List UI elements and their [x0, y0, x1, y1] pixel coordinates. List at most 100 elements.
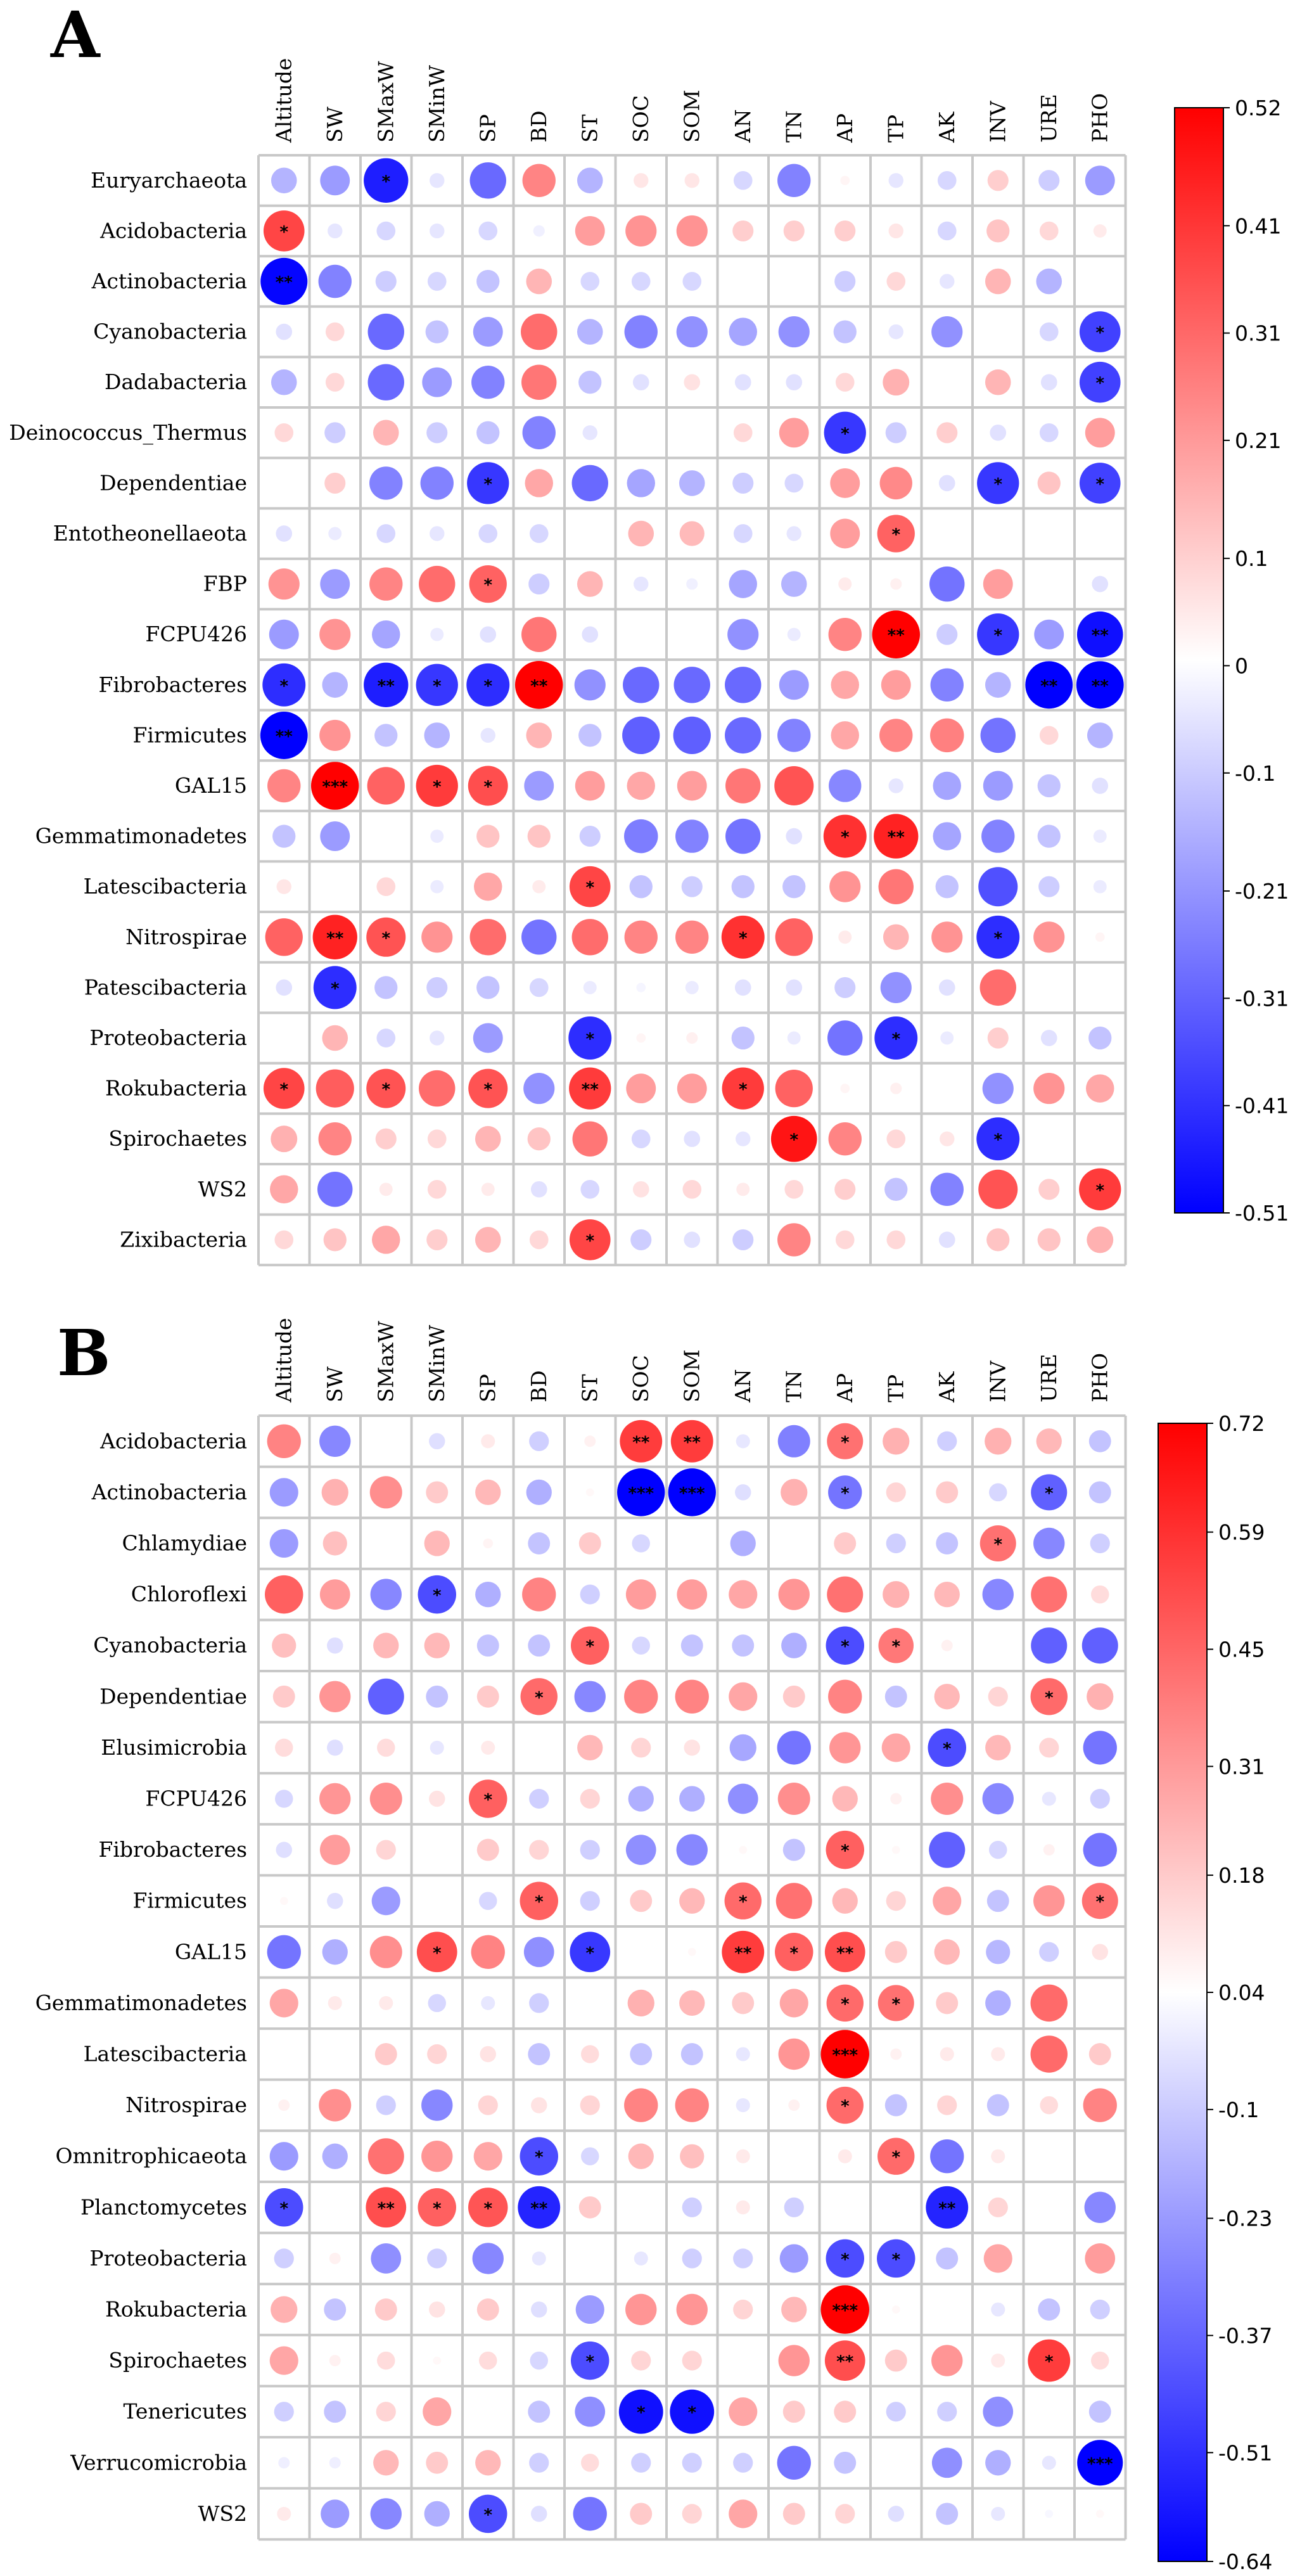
- correlation-dot: [632, 1181, 649, 1198]
- correlation-dot: [268, 568, 300, 600]
- correlation-dot: [1092, 1944, 1108, 1961]
- correlation-dot: [725, 768, 761, 804]
- correlation-dot: [535, 1034, 543, 1042]
- correlation-dot: [826, 2086, 864, 2124]
- correlation-dot: [877, 2137, 915, 2175]
- correlation-dot: [1092, 778, 1109, 794]
- colorbar-tick-label: -0.51: [1218, 2440, 1272, 2465]
- correlation-dot: [676, 2293, 708, 2326]
- correlation-dot: [943, 1084, 951, 1093]
- correlation-dot: [733, 2452, 753, 2473]
- correlation-dot: [937, 221, 957, 241]
- significance-label: **: [1040, 677, 1058, 696]
- correlation-dot: [367, 2138, 404, 2175]
- correlation-dot: [529, 1431, 549, 1451]
- correlation-dot: [627, 771, 655, 800]
- significance-label: **: [684, 1433, 701, 1452]
- correlation-dot: [784, 473, 804, 493]
- correlation-dot: [327, 1637, 343, 1654]
- correlation-dot: [276, 323, 293, 340]
- correlation-dot: [938, 979, 955, 996]
- correlation-dot: [637, 631, 645, 639]
- correlation-dot: [328, 223, 343, 239]
- correlation-dot: [427, 2044, 447, 2065]
- correlation-dot: [831, 721, 859, 750]
- column-label-ak: AK: [935, 111, 959, 143]
- correlation-dot: [826, 1830, 864, 1869]
- correlation-dot: [1038, 170, 1060, 191]
- correlation-dot: [471, 365, 505, 399]
- correlation-dot: [681, 876, 703, 897]
- correlation-dot: [736, 1182, 750, 1196]
- correlation-dot: [279, 1897, 288, 1906]
- correlation-dot: [734, 374, 751, 391]
- colorbar-tick-label: -0.1: [1235, 761, 1275, 786]
- significance-label: **: [1092, 677, 1109, 696]
- correlation-dot: [426, 1685, 449, 1708]
- correlation-dot: [1028, 2339, 1071, 2382]
- correlation-dot: [1033, 1073, 1065, 1105]
- correlation-dot: [313, 966, 357, 1009]
- significance-label: *: [891, 1995, 900, 2014]
- correlation-dot: [786, 979, 803, 996]
- row-label: Gemmatimonadetes: [35, 824, 247, 849]
- correlation-dot: [424, 1632, 450, 1658]
- correlation-dot: [525, 469, 553, 497]
- correlation-dot: [426, 977, 448, 998]
- correlation-dot: [475, 1581, 501, 1608]
- colorbar-tick-label: 0.59: [1218, 1520, 1265, 1545]
- significance-label: ***: [628, 1484, 654, 1503]
- correlation-dot: [319, 1835, 350, 1865]
- correlation-dot: [522, 416, 556, 450]
- significance-label: *: [585, 878, 594, 897]
- correlation-dot: [982, 1073, 1014, 1105]
- correlation-dot: [577, 319, 603, 345]
- correlation-dot: [677, 1579, 708, 1610]
- correlation-dot: [527, 824, 551, 848]
- significance-label: ***: [1087, 2454, 1113, 2473]
- correlation-dot: [328, 527, 342, 541]
- row-label: Elusimicrobia: [101, 1735, 247, 1760]
- correlation-dot: [584, 1435, 596, 1447]
- correlation-dot: [933, 1887, 962, 1916]
- correlation-dot: [623, 667, 660, 703]
- correlation-dot: [890, 578, 902, 590]
- correlation-dot: [631, 272, 651, 291]
- correlation-dot: [985, 1428, 1012, 1455]
- correlation-dot: [577, 1734, 603, 1761]
- correlation-dot: [520, 1678, 558, 1715]
- correlation-dot: [329, 2457, 341, 2469]
- correlation-dot: [469, 2494, 507, 2534]
- correlation-dot: [276, 1842, 292, 1858]
- correlation-dot: [521, 617, 557, 652]
- correlation-dot: [781, 2297, 807, 2323]
- correlation-dot: [625, 2293, 657, 2326]
- correlation-dot: [829, 1732, 861, 1764]
- correlation-dot: [886, 1891, 906, 1911]
- column-label-altitude: Altitude: [271, 58, 296, 143]
- colorbar-tick-label: 0.72: [1218, 1411, 1265, 1436]
- correlation-dot: [527, 1127, 551, 1151]
- colorbar-tick-label: -0.21: [1235, 879, 1289, 904]
- row-label: Cyanobacteria: [93, 319, 247, 344]
- correlation-dot: [427, 1179, 447, 1199]
- correlation-dot: [985, 2450, 1011, 2476]
- correlation-dot: [877, 515, 915, 553]
- correlation-dot: [430, 526, 445, 541]
- correlation-dot: [476, 269, 500, 293]
- correlation-dot: [367, 1678, 404, 1715]
- correlation-dot: [570, 1932, 611, 1973]
- correlation-dot: [278, 2099, 290, 2111]
- significance-label: *: [433, 1944, 442, 1963]
- column-label-inv: INV: [985, 100, 1010, 143]
- correlation-dot: [775, 1069, 813, 1108]
- correlation-dot: [938, 1231, 955, 1248]
- correlation-dot: [260, 711, 308, 759]
- correlation-dot: [1096, 1135, 1104, 1143]
- correlation-dot: [329, 2355, 341, 2367]
- correlation-dot: [427, 2248, 447, 2269]
- correlation-dot: [885, 422, 907, 444]
- correlation-dot: [830, 518, 860, 549]
- correlation-dot: [1033, 1885, 1065, 1917]
- correlation-dot: [370, 1579, 402, 1610]
